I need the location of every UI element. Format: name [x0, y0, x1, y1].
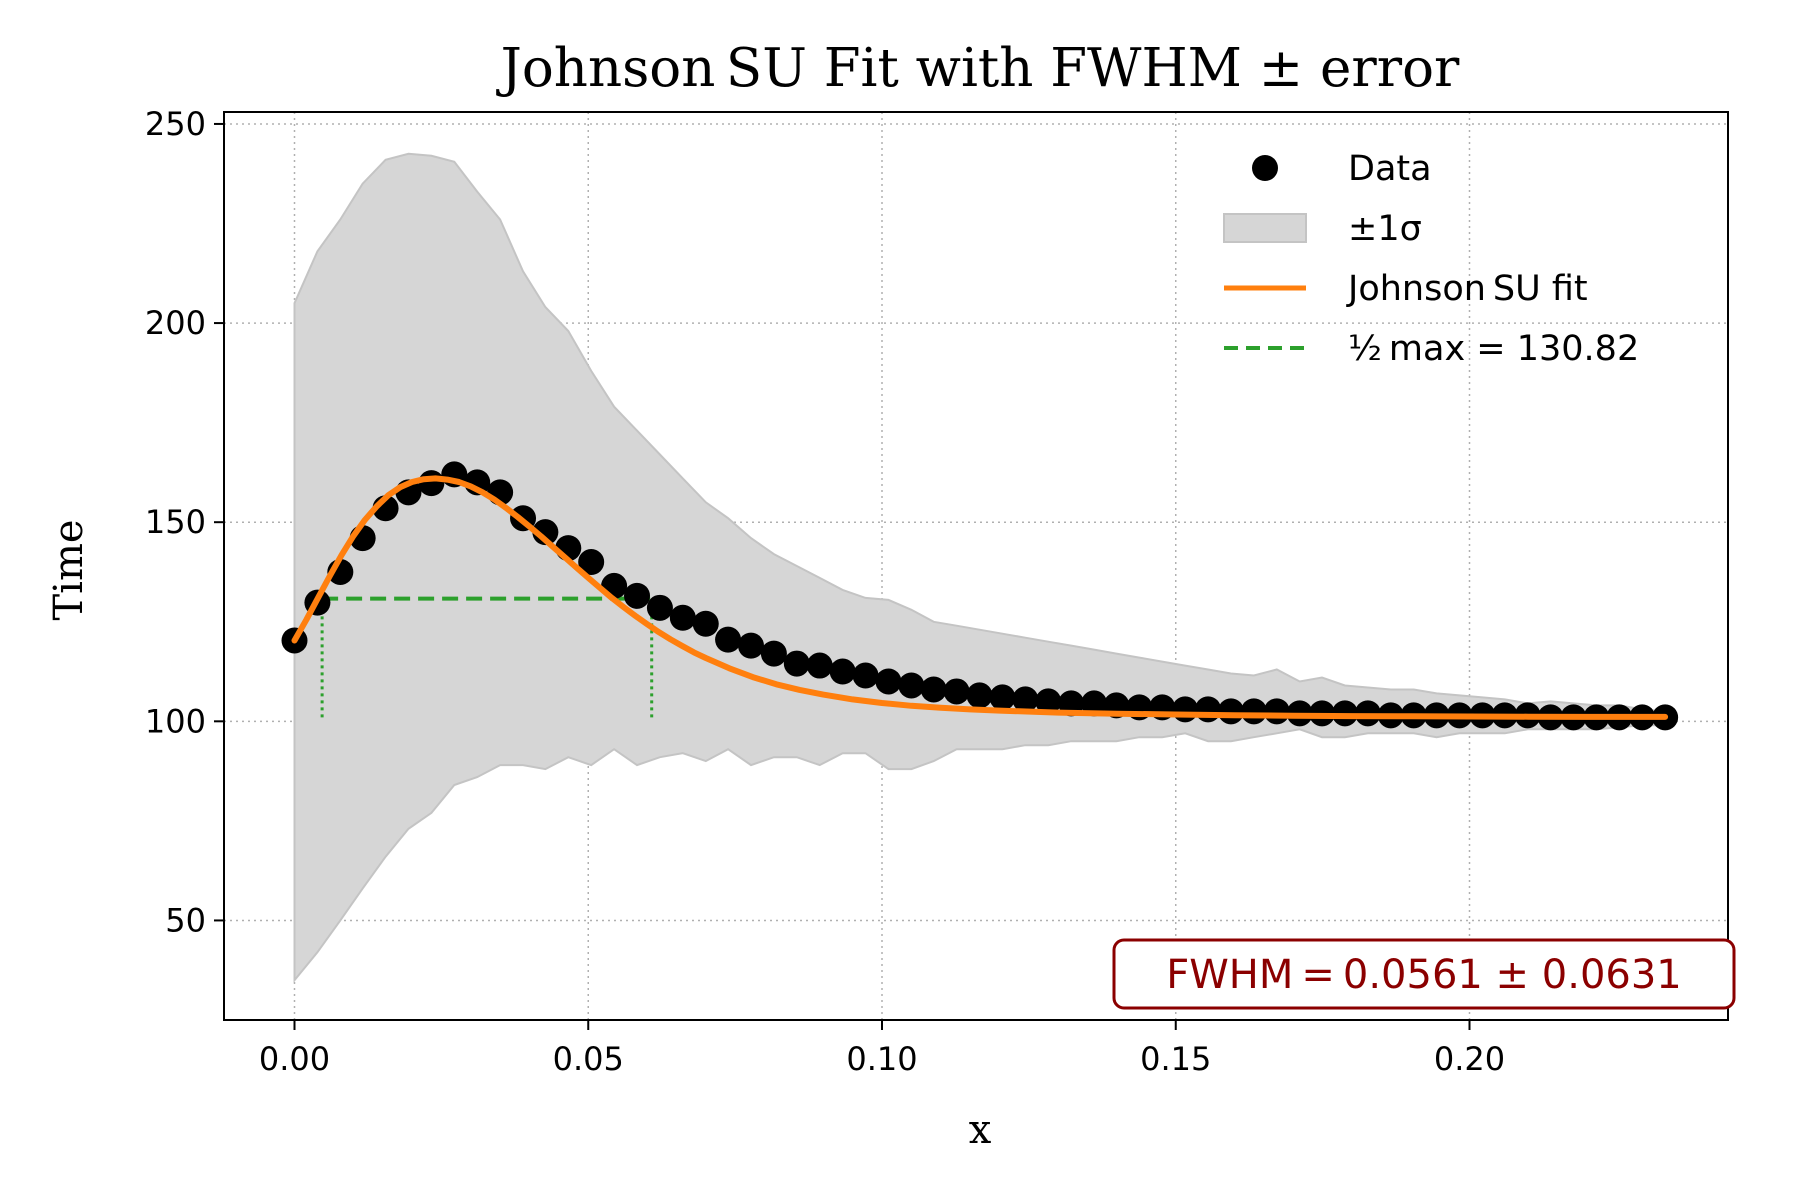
data-point	[806, 652, 833, 679]
legend-data-swatch	[1252, 155, 1278, 181]
data-point	[624, 582, 651, 609]
fit-line	[291, 475, 1669, 720]
data-point	[989, 684, 1016, 711]
x-tick-label: 0.15	[1140, 1040, 1211, 1078]
data-point	[692, 610, 719, 637]
axes-frame	[223, 111, 1729, 1021]
data-point	[1195, 696, 1222, 723]
fwhm-annotation-box	[1112, 938, 1736, 1010]
data-point	[1217, 698, 1244, 725]
fwhm-annotation: FWHM = 0.0561 ± 0.0631	[1112, 938, 1736, 1010]
data-point	[646, 594, 673, 621]
data-point	[1240, 698, 1267, 725]
legend-band-label: ±1σ	[1348, 209, 1422, 249]
data-point	[783, 650, 810, 677]
data-point	[829, 658, 856, 685]
y-tick-label: 250	[145, 105, 206, 143]
legend-fit-label: Johnson SU fit	[1346, 269, 1588, 309]
legend-data-label: Data	[1348, 149, 1432, 189]
y-axis-label: Time	[46, 519, 92, 620]
y-tick-label: 100	[145, 702, 206, 740]
data-point	[1263, 698, 1290, 725]
legend-halfmax-label: ½ max = 130.82	[1348, 329, 1639, 369]
data-point	[1035, 688, 1062, 715]
x-axis-label: x	[969, 1107, 992, 1153]
y-tick-label: 150	[145, 503, 206, 541]
data-point	[1081, 690, 1108, 717]
data-point	[737, 632, 764, 659]
data-point	[898, 672, 925, 699]
plot-area: 0.00 0.05 0.10 0.15 0.20 50 100 150 200 250 Data ±1…	[145, 105, 1736, 1078]
data-point	[1012, 686, 1039, 713]
legend-band-swatch	[1223, 213, 1307, 243]
y-tick-label: 50	[165, 901, 206, 939]
data-point	[920, 676, 947, 703]
data-point	[418, 470, 445, 497]
x-tick-label: 0.00	[259, 1040, 330, 1078]
data-point	[578, 549, 605, 576]
data-point	[715, 626, 742, 653]
data-point	[875, 668, 902, 695]
y-tick-label: 200	[145, 304, 206, 342]
data-point	[943, 678, 970, 705]
data-point	[1172, 696, 1199, 723]
data-point	[966, 682, 993, 709]
legend: Data ±1σ Johnson SU fit ½ max = 130.82	[1223, 149, 1639, 369]
data-point	[532, 519, 559, 546]
x-tick-label: 0.20	[1434, 1040, 1505, 1078]
data-point	[852, 662, 879, 689]
data-point	[760, 640, 787, 667]
x-tick-label: 0.10	[846, 1040, 917, 1078]
x-tick-label: 0.05	[553, 1040, 624, 1078]
fwhm-annotation-text: FWHM = 0.0561 ± 0.0631	[1166, 952, 1682, 998]
data-point	[669, 604, 696, 631]
chart-title: Johnson SU Fit with FWHM ± error	[496, 38, 1460, 99]
